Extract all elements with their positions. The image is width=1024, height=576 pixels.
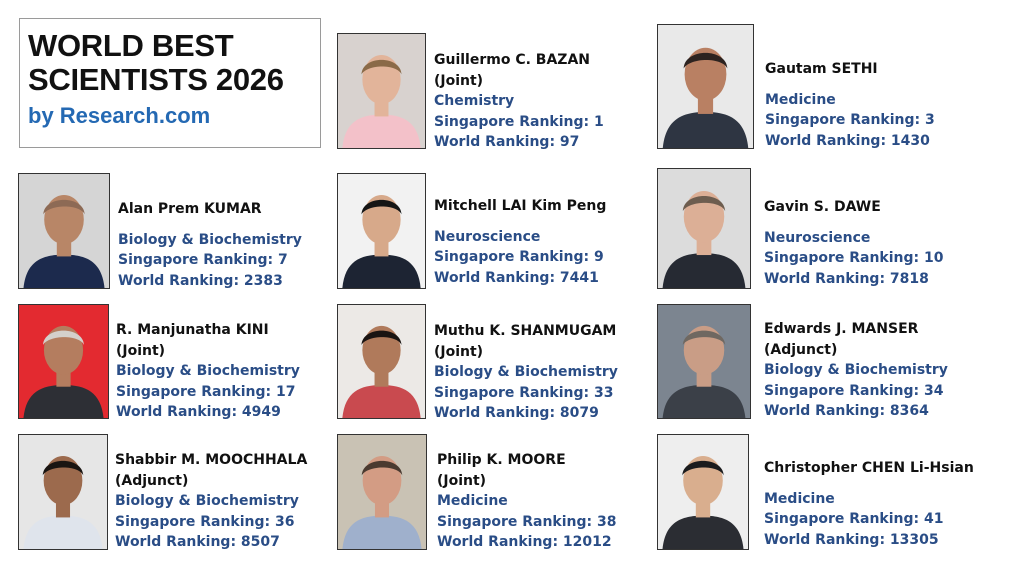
research-field: Medicine <box>437 493 508 509</box>
portrait-photo <box>337 304 426 419</box>
scientist-name: Mitchell LAI Kim Peng <box>434 198 607 214</box>
portrait-photo <box>18 173 110 289</box>
world-ranking: World Ranking: 8507 <box>115 534 280 550</box>
research-field: Medicine <box>765 91 836 108</box>
portrait-icon <box>19 174 109 288</box>
portrait-photo <box>657 304 751 419</box>
affiliation-note <box>434 217 606 227</box>
singapore-ranking: Singapore Ranking: 1 <box>434 113 604 130</box>
world-ranking: World Ranking: 1430 <box>765 132 930 149</box>
portrait-photo <box>337 173 426 289</box>
research-field: Neuroscience <box>764 229 871 246</box>
portrait-icon <box>338 174 425 288</box>
portrait-icon <box>19 305 108 418</box>
world-ranking: World Ranking: 7441 <box>434 269 599 286</box>
world-ranking: World Ranking: 7818 <box>764 270 929 287</box>
scientist-name: Edwards J. MANSER <box>764 321 919 337</box>
singapore-ranking: Singapore Ranking: 10 <box>764 250 944 266</box>
research-field: Biology & Biochemistry <box>116 363 300 379</box>
title-box: WORLD BEST SCIENTISTS 2026 by Research.c… <box>19 18 321 148</box>
portrait-icon <box>338 435 426 549</box>
singapore-ranking: Singapore Ranking: 33 <box>434 384 614 401</box>
singapore-ranking: Singapore Ranking: 9 <box>434 249 604 265</box>
world-ranking: World Ranking: 8364 <box>764 403 929 419</box>
singapore-ranking: Singapore Ranking: 36 <box>115 513 295 530</box>
world-ranking: World Ranking: 12012 <box>437 534 612 550</box>
portrait-photo <box>18 304 109 419</box>
affiliation-note: (Joint) <box>434 72 484 89</box>
affiliation-note: (Adjunct) <box>764 341 838 358</box>
affiliation-note <box>118 220 302 230</box>
world-ranking: World Ranking: 8079 <box>434 405 599 421</box>
affiliation-note <box>764 479 974 489</box>
affiliation-note <box>765 80 935 90</box>
portrait-photo <box>657 434 749 550</box>
portrait-photo <box>657 168 751 289</box>
portrait-photo <box>337 33 426 149</box>
byline: by Research.com <box>28 103 211 128</box>
affiliation-note: (Adjunct) <box>115 472 189 489</box>
scientist-name: Alan Prem KUMAR <box>118 201 262 217</box>
portrait-photo <box>337 434 427 550</box>
portrait-icon <box>19 435 107 549</box>
world-ranking: World Ranking: 97 <box>434 134 580 150</box>
scientist-name: Shabbir M. MOOCHHALA <box>115 452 308 468</box>
affiliation-note: (Joint) <box>434 343 484 360</box>
research-field: Biology & Biochemistry <box>118 231 302 248</box>
scientist-name: Gautam SETHI <box>765 61 878 77</box>
scientist-name: R. Manjunatha KINI <box>116 322 269 338</box>
portrait-icon <box>658 435 748 549</box>
page-title-line-1: WORLD BEST <box>28 28 234 63</box>
scientist-name: Philip K. MOORE <box>437 452 566 468</box>
portrait-icon <box>338 305 425 418</box>
scientist-name: Gavin S. DAWE <box>764 199 881 215</box>
scientist-name: Muthu K. SHANMUGAM <box>434 323 617 339</box>
world-ranking: World Ranking: 13305 <box>764 531 939 548</box>
singapore-ranking: Singapore Ranking: 41 <box>764 511 944 527</box>
portrait-photo <box>18 434 108 550</box>
page-title-line-2: SCIENTISTS 2026 <box>28 62 284 97</box>
singapore-ranking: Singapore Ranking: 7 <box>118 252 288 268</box>
research-field: Biology & Biochemistry <box>434 364 618 380</box>
research-field: Biology & Biochemistry <box>764 362 948 378</box>
singapore-ranking: Singapore Ranking: 17 <box>116 383 296 400</box>
scientist-name: Guillermo C. BAZAN <box>434 52 591 68</box>
affiliation-note <box>764 218 943 228</box>
world-ranking: World Ranking: 4949 <box>116 404 281 420</box>
research-field: Chemistry <box>434 93 515 109</box>
affiliation-note: (Joint) <box>437 472 487 489</box>
singapore-ranking: Singapore Ranking: 3 <box>765 112 935 128</box>
portrait-icon <box>658 25 753 148</box>
scientist-name: Christopher CHEN Li-Hsian <box>764 460 974 476</box>
research-field: Biology & Biochemistry <box>115 493 299 509</box>
portrait-icon <box>338 34 425 148</box>
singapore-ranking: Singapore Ranking: 38 <box>437 513 617 530</box>
affiliation-note: (Joint) <box>116 342 166 359</box>
portrait-photo <box>657 24 754 149</box>
research-field: Neuroscience <box>434 228 541 245</box>
portrait-icon <box>658 305 750 418</box>
singapore-ranking: Singapore Ranking: 34 <box>764 382 944 399</box>
portrait-icon <box>658 169 750 288</box>
world-ranking: World Ranking: 2383 <box>118 272 283 289</box>
research-field: Medicine <box>764 490 835 507</box>
